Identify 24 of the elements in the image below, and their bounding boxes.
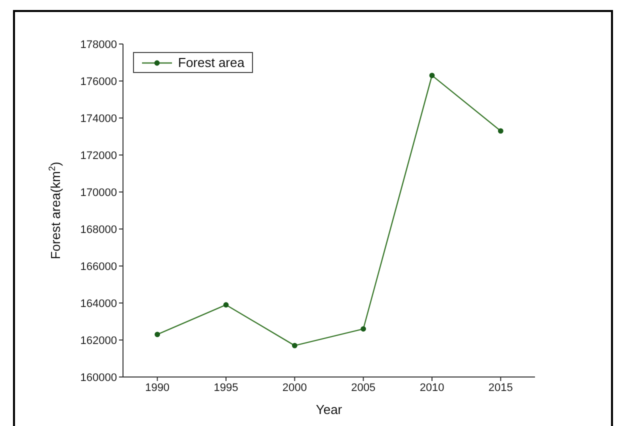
y-tick-label: 172000 bbox=[80, 150, 117, 162]
point bbox=[223, 302, 229, 308]
point bbox=[429, 72, 435, 78]
x-tick-label: 1990 bbox=[145, 382, 170, 394]
y-tick-label: 160000 bbox=[80, 372, 117, 384]
y-tick-label: 170000 bbox=[80, 186, 117, 199]
point bbox=[154, 332, 160, 338]
point bbox=[292, 342, 298, 348]
y-tick-label: 164000 bbox=[80, 298, 117, 310]
y-tick-label: 178000 bbox=[80, 38, 117, 51]
x-tick-label: 1995 bbox=[214, 382, 238, 394]
y-tick-label: 176000 bbox=[80, 76, 117, 88]
x-tick-label: 2000 bbox=[282, 382, 307, 394]
x-tick-label: 2010 bbox=[420, 382, 444, 394]
y-tick-label: 174000 bbox=[80, 112, 117, 125]
point bbox=[498, 128, 504, 134]
x-tick-label: 2005 bbox=[351, 382, 376, 394]
x-tick-label: 2015 bbox=[488, 382, 513, 394]
y-tick-label: 162000 bbox=[80, 334, 117, 347]
x-axis-title: Year bbox=[316, 402, 343, 417]
legend-label: Forest area bbox=[178, 55, 244, 70]
y-tick-label: 168000 bbox=[80, 224, 117, 236]
y-tick-label: 166000 bbox=[80, 260, 117, 273]
point bbox=[360, 326, 366, 332]
